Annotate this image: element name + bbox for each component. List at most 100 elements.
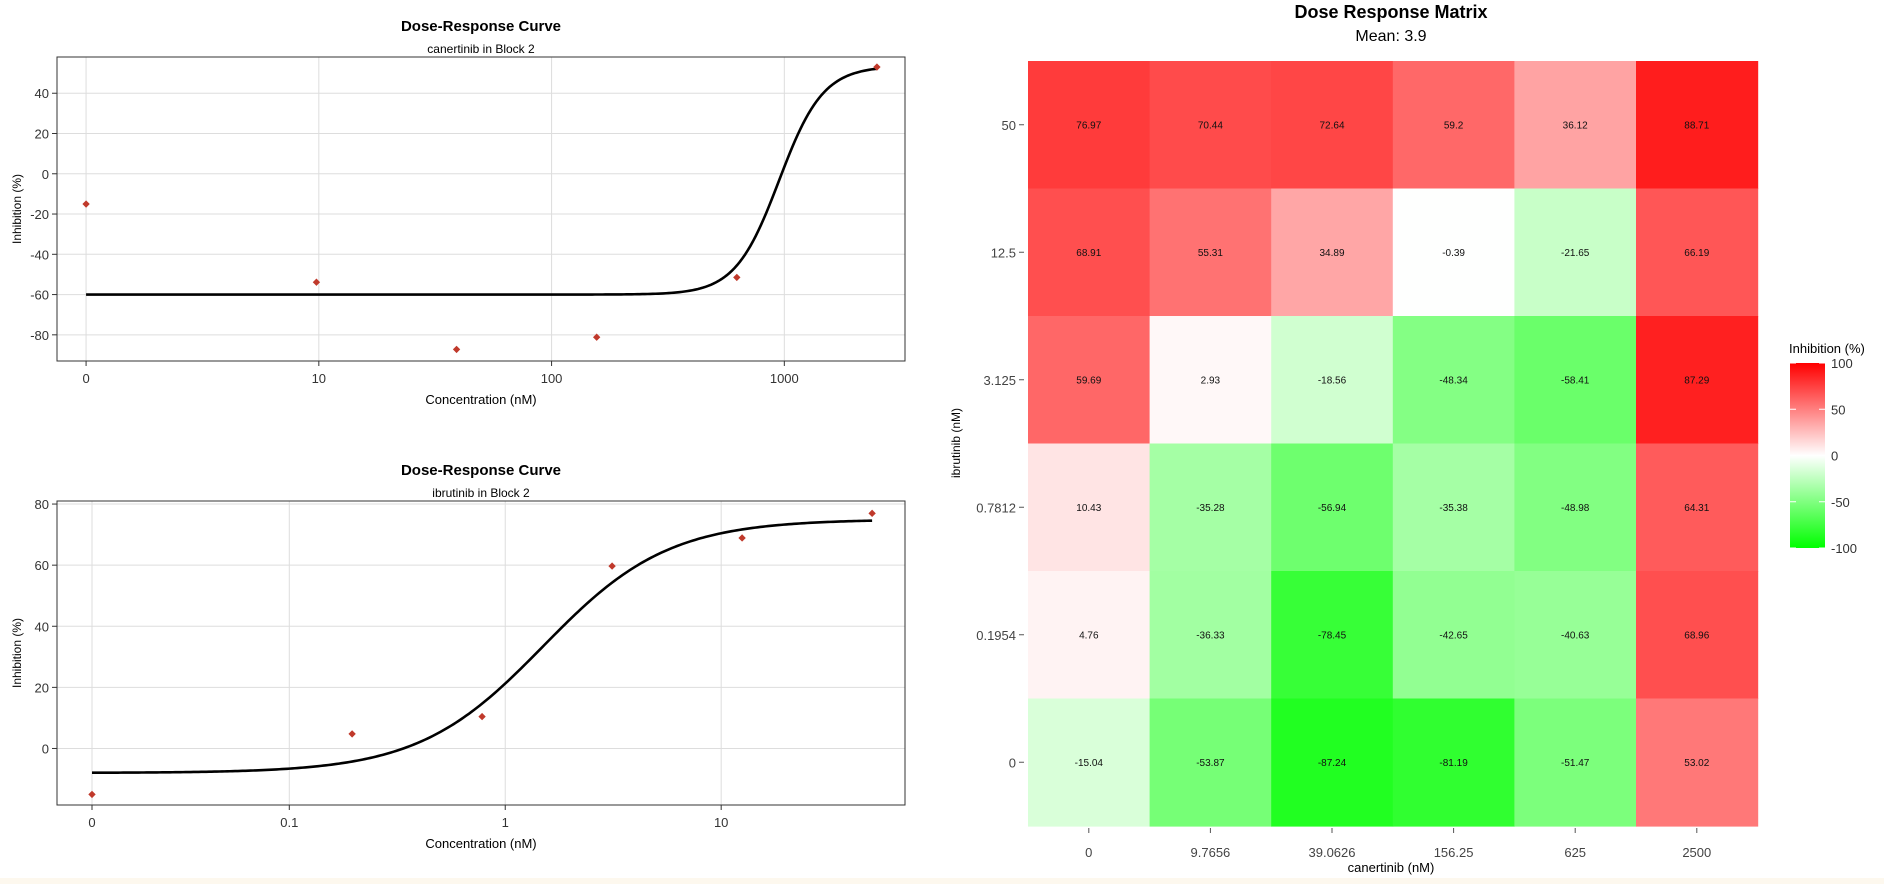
data-point (82, 200, 90, 208)
heatmap-cell (1028, 571, 1151, 700)
heatmap-cell-label: 68.91 (1076, 248, 1101, 259)
x-tick-label: 625 (1564, 845, 1586, 860)
heatmap-cell (1392, 443, 1515, 572)
data-points (88, 509, 876, 799)
canertinib-dose-response-panel: Dose-Response Curve canertinib in Block … (10, 18, 906, 407)
legend-tick-label: 0 (1831, 449, 1838, 464)
heatmap-cell (1392, 188, 1515, 317)
heatmap-cell (1636, 61, 1759, 190)
fitted-curve (92, 519, 873, 775)
legend-tick-label: 50 (1831, 402, 1845, 417)
axis-ticks: 0 0.1 1 10 0 20 40 60 80 (35, 497, 729, 830)
heatmap-cell (1028, 443, 1151, 572)
heatmap-cell-label: 72.64 (1319, 120, 1344, 131)
heatmap-cell (1636, 698, 1759, 827)
heatmap-cell-label: 76.97 (1076, 120, 1101, 131)
heatmap-cell (1514, 61, 1637, 190)
heatmap-cell-label: -58.41 (1561, 375, 1590, 386)
data-point (593, 333, 601, 341)
data-point (312, 278, 321, 286)
dose-response-matrix-panel: Dose Response Matrix Mean: 3.9 76.97 70.4… (949, 2, 1865, 875)
data-points (82, 63, 881, 354)
heatmap-cell (1271, 698, 1394, 827)
heatmap-cell-label: -18.56 (1318, 375, 1347, 386)
x-tick-label: 1 (502, 815, 509, 830)
x-tick-label: 2500 (1682, 845, 1711, 860)
y-axis-label: Inhibition (%) (10, 618, 24, 688)
data-point (452, 345, 461, 354)
heatmap-cell (1514, 188, 1637, 317)
data-point (348, 730, 356, 738)
y-tick-label: 0.1954 (976, 628, 1016, 643)
heatmap-cells: 76.97 70.44 72.64 59.2 36.12 88.71 68.91 55.31 3… (1028, 61, 1759, 827)
legend-tick-label: -100 (1831, 541, 1857, 556)
x-tick-label: 10 (714, 815, 728, 830)
heatmap-cell (1392, 61, 1515, 190)
heatmap-cell-label: 59.69 (1076, 375, 1101, 386)
heatmap-cell-label: -81.19 (1439, 758, 1468, 769)
axis-ticks: 0 10 100 1000 -80 -60 -40 -20 0 20 40 (30, 86, 799, 386)
footer-strip (0, 878, 1884, 884)
curve-subtitle: canertinib in Block 2 (427, 42, 535, 56)
data-point (733, 273, 741, 282)
heatmap-cell (1149, 188, 1272, 317)
heatmap-cell (1514, 443, 1637, 572)
fitted-curve (86, 67, 878, 296)
heatmap-cell-label: 68.96 (1684, 630, 1709, 641)
heatmap-cell-label: -78.45 (1318, 630, 1347, 641)
heatmap-cell-label: 59.2 (1444, 120, 1464, 131)
y-tick-label: -40 (30, 247, 49, 262)
x-axis-label: canertinib (nM) (1348, 860, 1435, 875)
legend-ticks: 100 50 0 -50 -100 (1790, 356, 1857, 556)
data-point (608, 562, 616, 570)
heatmap-cell-label: -35.28 (1196, 503, 1225, 514)
heatmap-cell (1636, 443, 1759, 572)
y-tick-label: 0.7812 (976, 500, 1016, 515)
y-tick-label: 50 (1002, 118, 1016, 133)
plot-grid (57, 501, 905, 805)
heatmap-cell-label: -15.04 (1075, 758, 1104, 769)
heatmap-cell (1271, 61, 1394, 190)
y-tick-label: -80 (30, 328, 49, 343)
y-axis-label: Inhibition (%) (10, 174, 24, 244)
heatmap-cell-label: -51.47 (1561, 758, 1590, 769)
y-tick-label: 12.5 (991, 245, 1016, 260)
heatmap-cell-label: 88.71 (1684, 120, 1709, 131)
x-tick-label: 9.7656 (1191, 845, 1231, 860)
y-axis-label: ibrutinib (nM) (949, 408, 963, 478)
curve-subtitle: ibrutinib in Block 2 (432, 486, 530, 500)
x-tick-label: 0 (88, 815, 95, 830)
heatmap-cell-label: 34.89 (1319, 248, 1344, 259)
color-legend: Inhibition (%) 100 50 0 -50 -100 (1789, 341, 1865, 556)
heatmap-cell (1149, 443, 1272, 572)
heatmap-cell (1028, 698, 1151, 827)
heatmap-cell (1149, 316, 1272, 445)
heatmap-cell-label: 64.31 (1684, 503, 1709, 514)
heatmap-cell (1028, 316, 1151, 445)
heatmap-cell (1271, 443, 1394, 572)
heatmap-cell-label: 87.29 (1684, 375, 1709, 386)
heatmap-cell-label: -56.94 (1318, 503, 1347, 514)
ibrutinib-dose-response-panel: Dose-Response Curve ibrutinib in Block 2… (10, 462, 906, 851)
heatmap-cell (1392, 571, 1515, 700)
heatmap-cell-label: 53.02 (1684, 758, 1709, 769)
x-tick-label: 39.0626 (1309, 845, 1356, 860)
y-tick-label: -60 (30, 288, 49, 303)
y-tick-label: 0 (42, 167, 49, 182)
y-tick-label: 40 (35, 86, 49, 101)
legend-tick-label: 100 (1831, 356, 1853, 371)
y-tick-label: -20 (30, 207, 49, 222)
heatmap-cell-label: -36.33 (1196, 630, 1225, 641)
heatmap-cell-label: 70.44 (1198, 120, 1223, 131)
heatmap-cell-label: 2.93 (1201, 375, 1221, 386)
x-tick-label: 100 (541, 371, 563, 386)
y-tick-label: 40 (35, 619, 49, 634)
heatmap-cell (1028, 61, 1151, 190)
x-tick-label: 0.1 (280, 815, 298, 830)
heatmap-cell-label: -87.24 (1318, 758, 1347, 769)
curve-title: Dose-Response Curve (401, 18, 561, 35)
heatmap-cell (1636, 571, 1759, 700)
curve-title: Dose-Response Curve (401, 462, 561, 479)
heatmap-cell-label: -0.39 (1442, 248, 1465, 259)
